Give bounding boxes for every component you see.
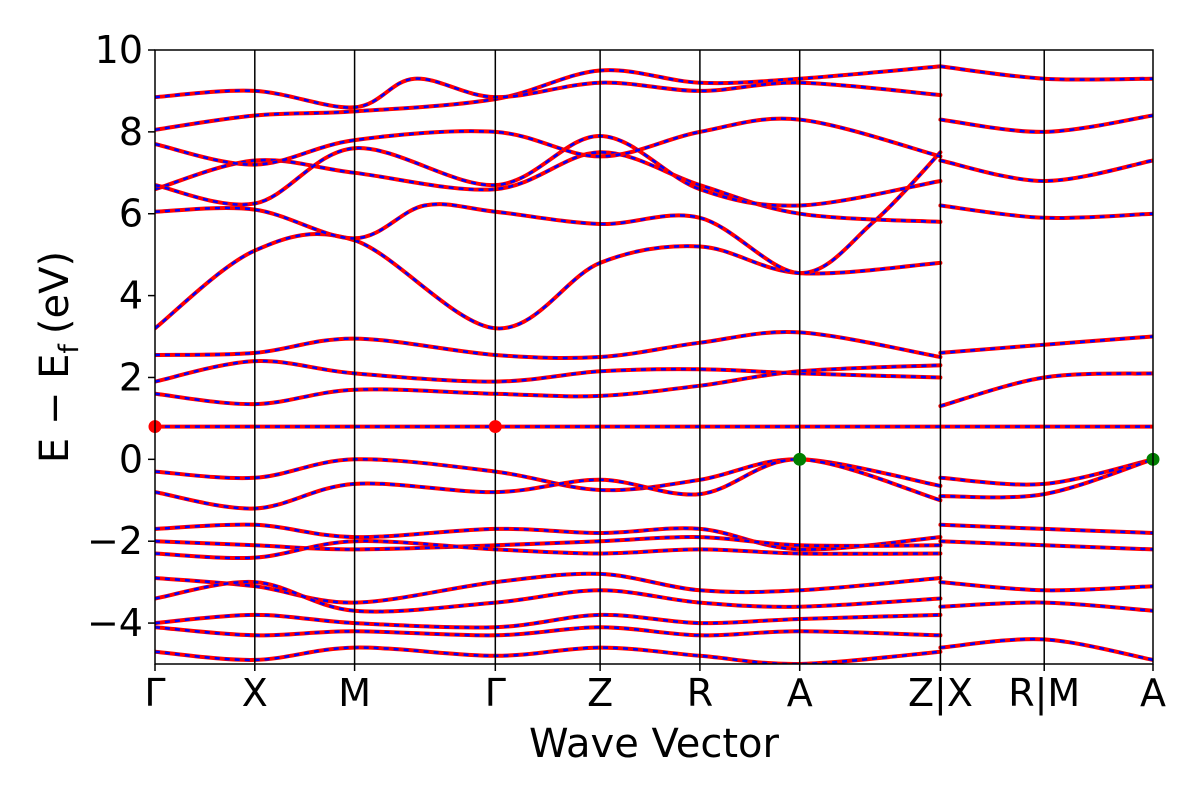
band-c3-dashed xyxy=(155,151,941,224)
y-axis-title-subscript: f xyxy=(54,343,85,354)
y-tick-label: 6 xyxy=(119,192,143,236)
plot-frame xyxy=(154,49,1154,665)
y-tick-label: −4 xyxy=(87,601,143,645)
y-tick-label: 8 xyxy=(119,110,143,154)
y-axis-title-unit: (eV) xyxy=(32,251,78,334)
band-v1-dashed xyxy=(155,457,941,492)
x-axis-title: Wave Vector xyxy=(529,721,780,767)
band-v9-dashed xyxy=(155,625,941,637)
band-v5-dashed xyxy=(155,539,941,560)
y-tick-label: 4 xyxy=(119,274,143,318)
band-s6-dashed xyxy=(940,372,1153,408)
vbm-marker xyxy=(793,452,807,466)
x-tick-label: A xyxy=(1140,671,1166,715)
x-ticks: Γ X M Γ Z R A Z|X R|M A xyxy=(144,664,1166,716)
band-c10-dashed xyxy=(155,363,941,406)
x-tick-label: Γ xyxy=(144,671,165,715)
band-c1-dashed xyxy=(155,232,941,330)
x-tick-label: X xyxy=(242,671,268,715)
band-c9-dashed xyxy=(155,359,941,383)
band-v3-dashed xyxy=(155,523,941,551)
band-c7-dashed xyxy=(155,77,941,109)
band-v8-dashed xyxy=(155,613,941,629)
y-axis-title-main: E − E xyxy=(32,354,78,464)
band-c8-dashed xyxy=(155,330,941,360)
band-c6-dashed xyxy=(155,65,941,132)
y-axis-title: E − Ef (eV) xyxy=(32,251,85,463)
band-v6-dashed xyxy=(155,572,941,604)
x-tick-label: Γ xyxy=(485,671,506,715)
band-v10-dashed xyxy=(155,646,941,664)
x-tick-label: R xyxy=(687,671,713,715)
y-tick-label: 2 xyxy=(119,355,143,399)
cbm-marker xyxy=(488,420,502,434)
x-tick-label: R|M xyxy=(1008,671,1080,716)
kpoint-lines xyxy=(254,50,1045,664)
band-c2-dashed xyxy=(155,151,942,275)
y-tick-label: 10 xyxy=(95,28,143,72)
y-ticks: −4 −2 0 2 4 6 8 10 xyxy=(87,28,155,645)
band-v7-dashed xyxy=(155,580,941,613)
x-tick-label: Z xyxy=(587,671,613,715)
band-s1-dashed xyxy=(940,159,1153,183)
y-tick-label: 0 xyxy=(119,437,143,481)
band-v4-dashed xyxy=(155,535,941,551)
x-tick-label: Z|X xyxy=(908,671,973,716)
band-c4-dashed xyxy=(155,134,941,207)
x-tick-label: M xyxy=(338,671,371,715)
y-tick-label: −2 xyxy=(87,519,143,563)
x-tick-label: A xyxy=(787,671,813,715)
